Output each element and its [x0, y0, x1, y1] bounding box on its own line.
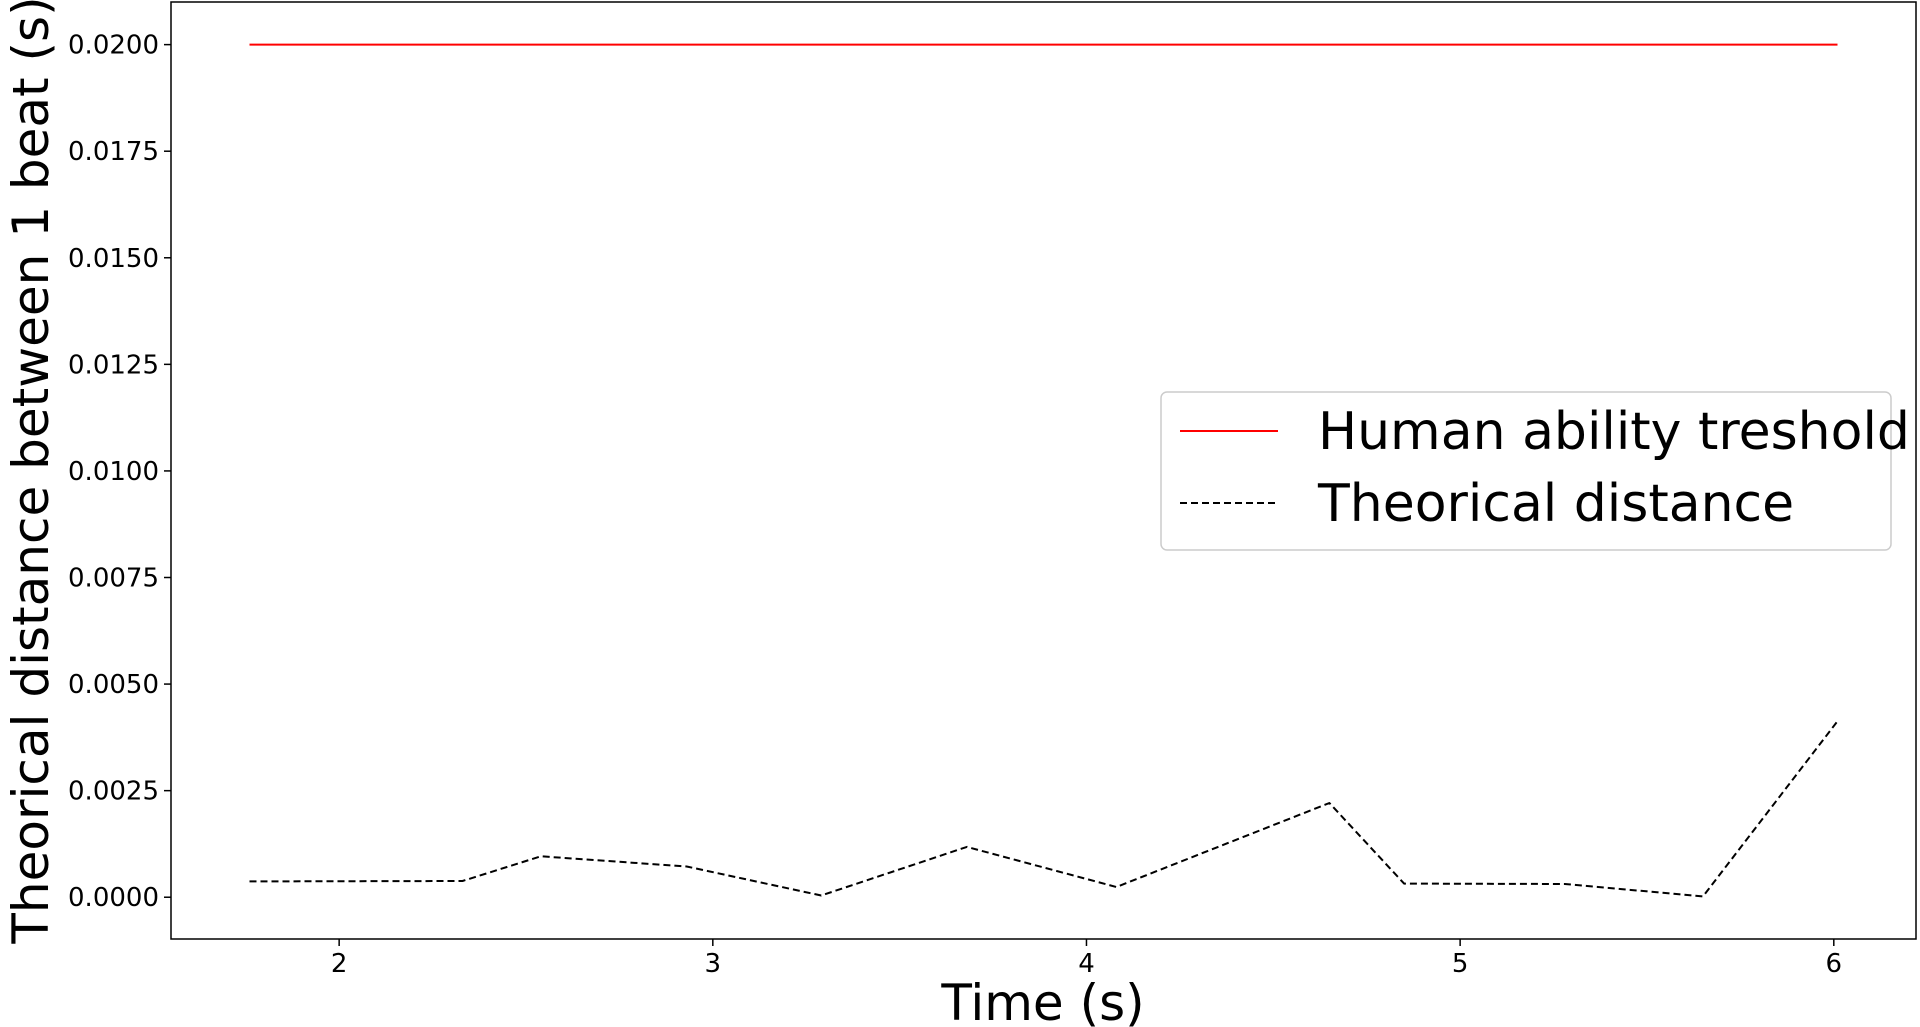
x-axis-label: Time (s) — [940, 974, 1144, 1027]
y-tick-label: 0.0050 — [68, 670, 159, 700]
series-line-theorical-distance — [249, 720, 1839, 898]
x-tick-label: 4 — [1078, 949, 1095, 979]
y-tick-label: 0.0125 — [68, 350, 159, 380]
x-tick-label: 2 — [331, 949, 348, 979]
x-tick-label: 6 — [1826, 949, 1843, 979]
y-tick-label: 0.0200 — [68, 31, 159, 61]
x-tick-label: 5 — [1452, 949, 1469, 979]
y-tick-label: 0.0000 — [68, 883, 159, 913]
x-tick-label: 3 — [705, 949, 722, 979]
x-axis-ticks: 2 3 4 5 6 — [331, 939, 1842, 979]
y-axis-label: Theorical distance between 1 beat (s) — [2, 0, 60, 945]
series-layer — [249, 43, 1839, 898]
y-tick-label: 0.0025 — [68, 777, 159, 807]
legend: Human ability treshold Theorical distanc… — [1160, 391, 1910, 551]
y-tick-label: 0.0075 — [68, 564, 159, 594]
legend-label-human-ability-treshold: Human ability treshold — [1318, 402, 1910, 462]
legend-label-theorical-distance: Theorical distance — [1317, 474, 1794, 534]
y-tick-label: 0.0100 — [68, 457, 159, 487]
legend-box — [1160, 391, 1892, 551]
y-tick-label: 0.0175 — [68, 137, 159, 167]
y-tick-label: 0.0150 — [68, 244, 159, 274]
y-axis-ticks: 0.0000 0.0025 0.0050 0.0075 0.0100 0.0125 0.01… — [68, 31, 171, 913]
